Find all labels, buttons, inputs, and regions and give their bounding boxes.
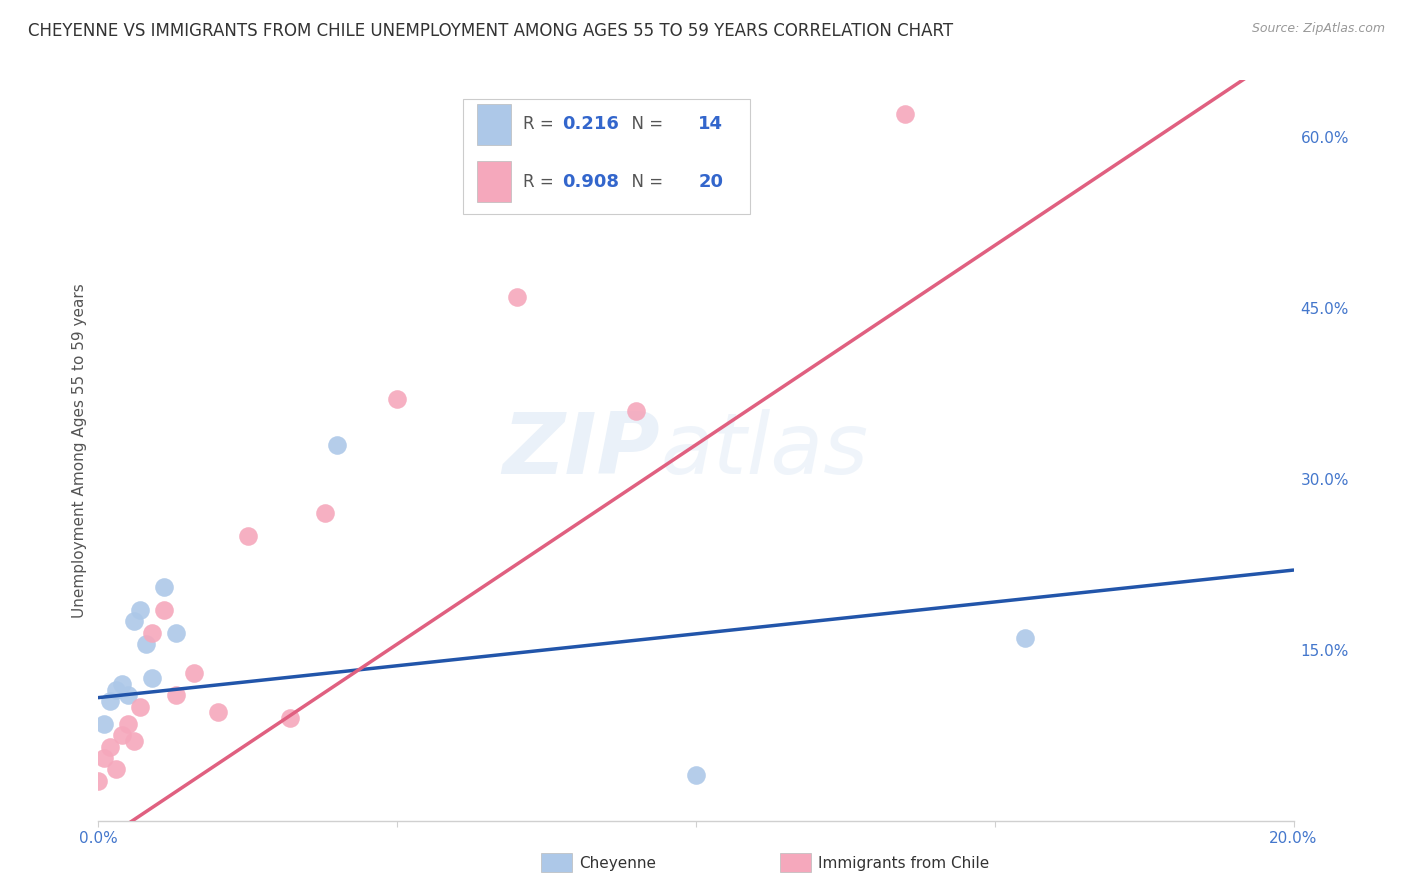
Text: CHEYENNE VS IMMIGRANTS FROM CHILE UNEMPLOYMENT AMONG AGES 55 TO 59 YEARS CORRELA: CHEYENNE VS IMMIGRANTS FROM CHILE UNEMPL… bbox=[28, 22, 953, 40]
Text: N =: N = bbox=[620, 173, 668, 191]
Bar bbox=[477, 104, 510, 145]
Text: Cheyenne: Cheyenne bbox=[579, 856, 657, 871]
Point bbox=[111, 728, 134, 742]
Point bbox=[207, 706, 229, 720]
Point bbox=[111, 677, 134, 691]
Point bbox=[894, 107, 917, 121]
Point bbox=[124, 615, 146, 629]
Point bbox=[685, 768, 707, 782]
Text: R =: R = bbox=[523, 115, 558, 133]
Text: 0.216: 0.216 bbox=[562, 115, 619, 133]
Text: Source: ZipAtlas.com: Source: ZipAtlas.com bbox=[1251, 22, 1385, 36]
Point bbox=[1014, 632, 1036, 646]
Point bbox=[117, 716, 139, 731]
Point bbox=[278, 711, 301, 725]
Point bbox=[105, 682, 128, 697]
Point bbox=[98, 694, 122, 708]
Point bbox=[141, 625, 163, 640]
FancyBboxPatch shape bbox=[463, 99, 749, 213]
Text: R =: R = bbox=[523, 173, 558, 191]
Point bbox=[326, 438, 349, 452]
Text: N =: N = bbox=[620, 115, 668, 133]
Point bbox=[153, 603, 176, 617]
Point bbox=[626, 403, 648, 417]
Point bbox=[506, 290, 529, 304]
Point bbox=[385, 392, 409, 407]
Point bbox=[129, 699, 152, 714]
Bar bbox=[477, 161, 510, 202]
Point bbox=[105, 763, 128, 777]
Point bbox=[124, 734, 146, 748]
Point bbox=[153, 580, 176, 594]
Text: 14: 14 bbox=[699, 115, 723, 133]
Text: ZIP: ZIP bbox=[502, 409, 661, 492]
Point bbox=[141, 671, 163, 685]
Point bbox=[315, 506, 337, 520]
Point bbox=[165, 625, 187, 640]
Point bbox=[93, 751, 115, 765]
Point bbox=[117, 689, 139, 703]
Text: atlas: atlas bbox=[661, 409, 868, 492]
Point bbox=[129, 603, 152, 617]
Point bbox=[183, 665, 205, 680]
Point bbox=[93, 716, 115, 731]
Point bbox=[87, 773, 110, 788]
Text: 20: 20 bbox=[699, 173, 723, 191]
Point bbox=[98, 739, 122, 754]
Point bbox=[135, 637, 157, 651]
Text: 0.908: 0.908 bbox=[562, 173, 619, 191]
Point bbox=[165, 689, 187, 703]
Point bbox=[236, 529, 259, 543]
Text: Immigrants from Chile: Immigrants from Chile bbox=[818, 856, 990, 871]
Y-axis label: Unemployment Among Ages 55 to 59 years: Unemployment Among Ages 55 to 59 years bbox=[72, 283, 87, 618]
